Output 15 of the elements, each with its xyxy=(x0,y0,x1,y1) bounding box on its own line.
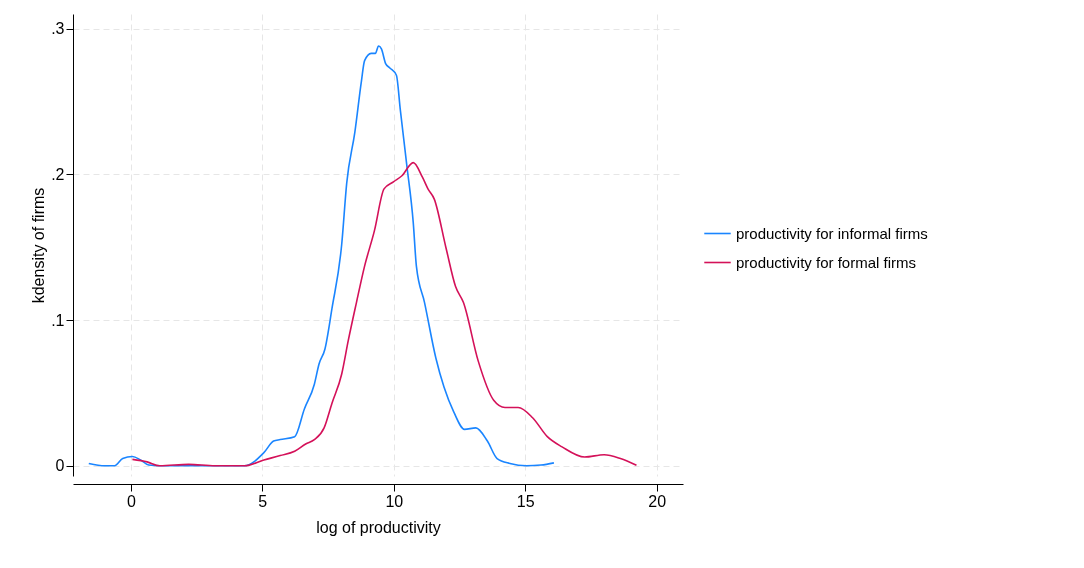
x-axis-title: log of productivity xyxy=(316,518,441,536)
y-axis-title: kdensity of firms xyxy=(30,187,48,304)
line-series xyxy=(87,45,555,467)
legend-label: productivity for formal firms xyxy=(736,253,917,271)
x-tick-label: 20 xyxy=(648,492,667,510)
line-series xyxy=(131,161,638,467)
x-tick-label: 15 xyxy=(516,492,535,510)
x-tick-label: 10 xyxy=(385,492,404,510)
x-tick-label: 0 xyxy=(126,492,136,510)
y-tick-label: .1 xyxy=(51,311,65,329)
y-tick-label: .3 xyxy=(51,20,65,38)
x-tick-label: 5 xyxy=(258,492,268,510)
legend-label: productivity for informal firms xyxy=(736,224,928,242)
y-tick-label: 0 xyxy=(55,457,65,475)
y-tick-label: .2 xyxy=(51,165,65,183)
